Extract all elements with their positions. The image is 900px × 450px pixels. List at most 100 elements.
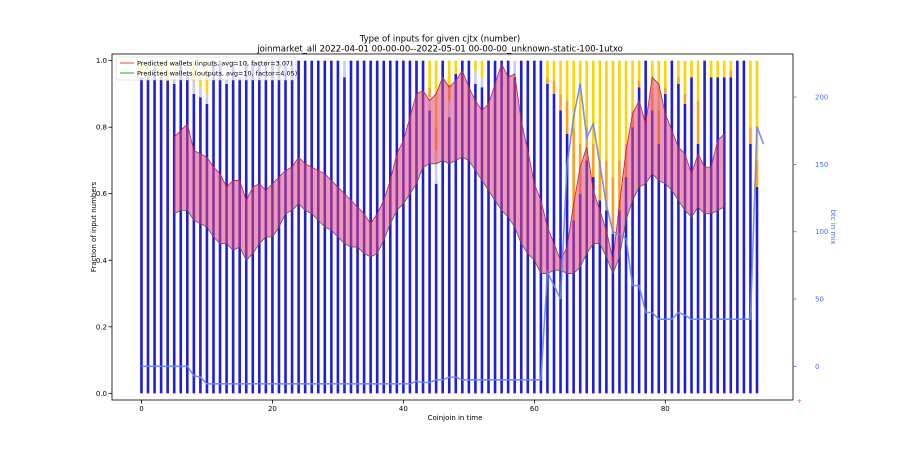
- bar-segment: [474, 60, 477, 71]
- y-tick-label: 1.0: [96, 57, 107, 65]
- bar-segment: [480, 87, 484, 394]
- y2-axis-label: btc in mix: [829, 210, 837, 245]
- bar-segment: [670, 60, 674, 394]
- bar-segment: [722, 60, 726, 78]
- corner-marker: +: [797, 398, 802, 405]
- bar-segment: [447, 60, 451, 84]
- predicted-outputs-line: [174, 156, 725, 275]
- bar-segment: [696, 60, 700, 101]
- legend: Predicted wallets (inputs, avg=10, facto…: [115, 56, 297, 81]
- y2-tick-label: 50: [815, 296, 824, 304]
- bar-segment: [428, 110, 431, 394]
- bar-segment: [513, 60, 517, 78]
- bar-segment: [664, 60, 667, 88]
- bar-segment: [618, 60, 621, 161]
- bar-segment: [650, 110, 654, 394]
- bar-segment: [192, 93, 196, 394]
- bar-segment: [552, 80, 556, 94]
- y-tick-label: 0.6: [96, 190, 108, 198]
- y-tick-label: 0.0: [96, 390, 107, 398]
- bar-segment: [408, 60, 412, 394]
- bar-segment: [585, 160, 589, 394]
- btc-in-mix-line: [141, 83, 765, 385]
- predicted-band-fill: [174, 63, 725, 274]
- bar-segment: [474, 70, 477, 84]
- bar-segment: [722, 77, 726, 394]
- y2-tick-label: 200: [815, 94, 828, 102]
- y2-tick-label: 150: [815, 161, 828, 169]
- bar-segment: [441, 60, 444, 394]
- bar-segment: [506, 60, 510, 394]
- bar-segment: [565, 60, 569, 101]
- bar-segment: [415, 60, 418, 394]
- bar-segment: [172, 83, 176, 394]
- bar-segment: [572, 220, 575, 394]
- bar-segment: [578, 193, 582, 394]
- bar-segment: [310, 60, 314, 394]
- bar-segment: [624, 177, 628, 394]
- bar-segment: [709, 60, 713, 78]
- bar-segment: [598, 200, 602, 394]
- bar-segment: [461, 60, 464, 394]
- bar-segment: [166, 80, 169, 394]
- bar-segment: [591, 177, 595, 394]
- bar-segment: [172, 77, 176, 84]
- bar-segment: [683, 103, 687, 394]
- bar-segment: [179, 60, 183, 394]
- bar-segment: [605, 160, 608, 211]
- bar-segment: [552, 60, 556, 81]
- bar-segment: [605, 210, 608, 394]
- bar-segment: [199, 87, 202, 98]
- bar-segment: [192, 80, 196, 94]
- x-tick-label: 80: [661, 405, 670, 413]
- bar-segment: [205, 93, 209, 104]
- y2-tick-label: 100: [815, 228, 828, 236]
- bar-segment: [749, 143, 752, 394]
- y-axis: 0.0 0.2 0.4 0.6 0.8 1.0: [96, 57, 112, 398]
- bar-segment: [199, 97, 202, 394]
- bar-segment: [749, 127, 752, 144]
- bar-segment: [591, 143, 595, 178]
- bar-segment: [755, 60, 759, 161]
- bar-segment: [598, 160, 602, 201]
- bar-segment: [716, 77, 719, 394]
- bar-segment: [703, 60, 706, 394]
- bar-segment: [572, 127, 575, 221]
- bar-segment: [657, 143, 661, 394]
- bar-segment: [624, 60, 628, 144]
- bar-segment: [559, 60, 562, 94]
- bar-segment: [677, 83, 680, 394]
- bar-segment: [683, 93, 687, 104]
- bar-segment: [677, 60, 680, 78]
- legend-label-inputs: Predicted wallets (inputs, avg=10, facto…: [137, 60, 293, 68]
- bar-segment: [388, 60, 392, 394]
- bar-segment: [467, 60, 471, 394]
- y-axis-label: Fraction of input numbers: [90, 181, 98, 272]
- x-tick-label: 20: [268, 405, 277, 413]
- bar-segment: [153, 67, 156, 394]
- bar-segment: [343, 60, 346, 78]
- x-tick-label: 40: [399, 405, 408, 413]
- x-tick-label: 60: [530, 405, 539, 413]
- chart-title: Type of inputs for given cjtx (number): [359, 35, 521, 45]
- x-axis: 0 20 40 60 80: [139, 400, 670, 413]
- bar-segment: [316, 60, 320, 394]
- y-tick-label: 0.4: [96, 257, 108, 265]
- bar-segment: [644, 60, 647, 394]
- x-axis-label: Coinjoin in time: [428, 414, 483, 422]
- y-tick-label: 0.8: [96, 124, 107, 132]
- bar-segment: [186, 73, 189, 394]
- bar-segment: [428, 87, 431, 98]
- bar-segment: [487, 60, 490, 394]
- bar-segment: [454, 60, 458, 74]
- bar-segment: [611, 177, 615, 234]
- bar-segment: [742, 60, 746, 394]
- bar-segment: [434, 183, 438, 394]
- bar-segment: [736, 60, 739, 394]
- chart-subtitle: joinmarket_all 2022-04-01 00-00-00--2022…: [256, 45, 623, 55]
- bar-segment: [709, 77, 713, 394]
- bar-segment: [598, 60, 602, 161]
- bar-segment: [611, 233, 615, 394]
- bar-segment: [205, 103, 209, 394]
